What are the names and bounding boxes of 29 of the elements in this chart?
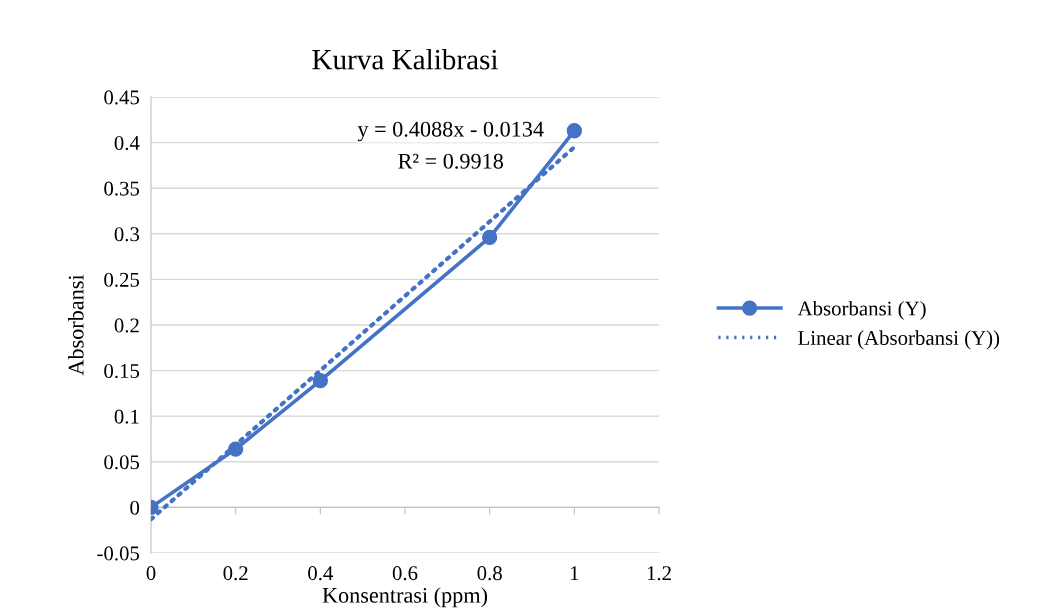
x-tick-label: 1.2 [647,566,671,581]
y-tick-label: 0.2 [114,318,139,333]
x-axis-title: Konsentrasi (ppm) [322,587,488,608]
point [566,123,582,139]
y-tick-label: 0.35 [104,181,140,196]
point [312,372,328,389]
y-tick-label: 0 [130,500,140,515]
point [482,229,498,246]
y-tick-label: 0.25 [104,272,140,287]
x-tick-label: 0.6 [392,566,418,581]
y-tick-label: 0.45 [104,90,140,105]
x-tick-label: 0.4 [308,566,334,581]
legend-label: Absorbansi (Y) [797,300,926,320]
y-tick-label: 0.05 [104,455,140,470]
x-tick-label: 0.8 [477,566,502,581]
y-tick-label: 0.3 [114,227,140,242]
legend-label: Linear (Absorbansi (Y)) [798,330,1000,350]
chart-title: Kurva Kalibrasi [312,48,498,70]
y-tick-label: -0.05 [97,546,140,561]
annotation: y = 0.4088x - 0.0134 [357,121,544,142]
annotation: R² = 0.9918 [398,153,503,169]
point [228,441,244,457]
y-tick-label: 0.4 [114,135,140,151]
x-tick-label: 0 [146,566,156,581]
y-axis-title: Absorbansi [68,274,84,376]
y-tick-label: 0.15 [104,363,140,379]
x-tick-label: 0.2 [223,566,248,581]
y-tick-label: 0.1 [114,409,139,424]
x-tick-label: 1 [570,566,579,580]
